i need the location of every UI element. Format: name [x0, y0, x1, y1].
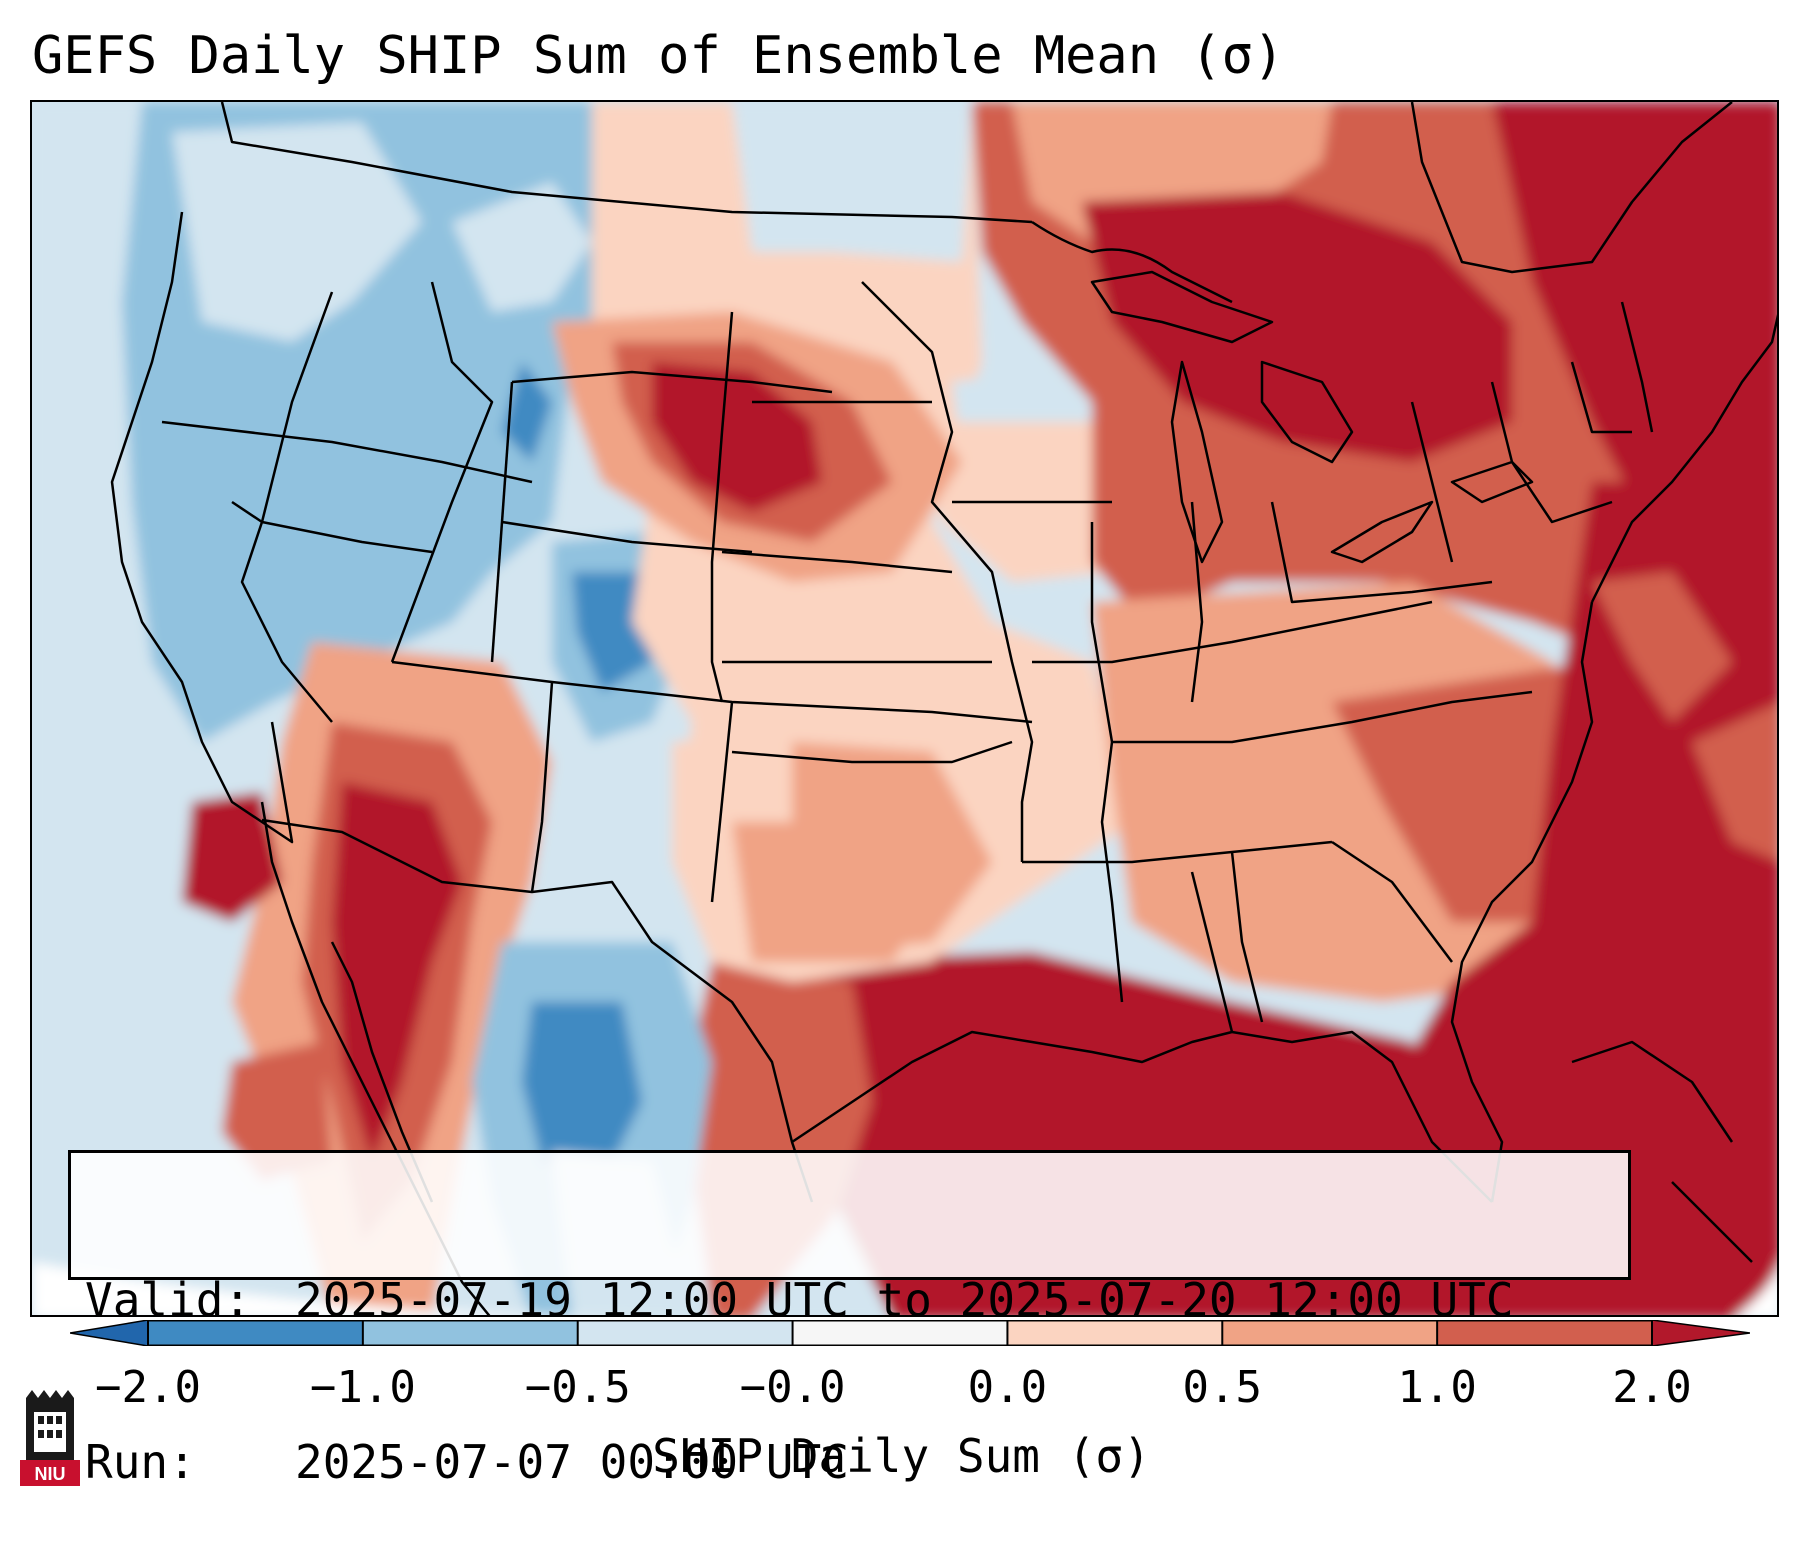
- valid-value: 2025-07-19 12:00 UTC to 2025-07-20 12:00…: [295, 1273, 1514, 1327]
- colorbar-under-arrow: [70, 1320, 149, 1346]
- colorbar-segment: [148, 1320, 364, 1346]
- colorbar-label: SHIP Daily Sum (σ): [652, 1429, 1151, 1483]
- colorbar-segment: [792, 1320, 1008, 1346]
- colorbar-tick-label: 2.0: [1612, 1362, 1692, 1413]
- run-label: Run:: [85, 1435, 196, 1489]
- colorbar-over-arrow: [1651, 1320, 1750, 1346]
- chart-title: GEFS Daily SHIP Sum of Ensemble Mean (σ): [32, 26, 1285, 86]
- colorbar-tick-label: −0.5: [524, 1362, 631, 1413]
- niu-logo-icon: NIU: [20, 1390, 80, 1486]
- state-borders: [110, 102, 1777, 1315]
- colorbar: [70, 1320, 1750, 1346]
- colorbar-tick-label: 1.0: [1397, 1362, 1477, 1413]
- colorbar-tick-label: 0.0: [967, 1362, 1048, 1413]
- colorbar-segment: [362, 1320, 579, 1346]
- valid-label: Valid:: [85, 1273, 252, 1327]
- colorbar-tick-label: 0.5: [1182, 1362, 1263, 1413]
- colorbar-segment: [1222, 1320, 1438, 1346]
- run-value: 2025-07-07 00:00 UTC: [295, 1435, 849, 1489]
- colorbar-segment: [577, 1320, 794, 1346]
- colorbar-tick-label: −0.0: [739, 1362, 846, 1413]
- colorbar-tick-label: −2.0: [95, 1362, 201, 1413]
- colorbar-segment: [1437, 1320, 1653, 1346]
- svg-text:NIU: NIU: [35, 1464, 66, 1484]
- colorbar-segment: [1007, 1320, 1223, 1346]
- colorbar-tick-label: −1.0: [309, 1362, 416, 1413]
- ship-map: [30, 100, 1779, 1317]
- valid-run-box: Valid: 2025-07-19 12:00 UTC to 2025-07-20…: [68, 1150, 1631, 1489]
